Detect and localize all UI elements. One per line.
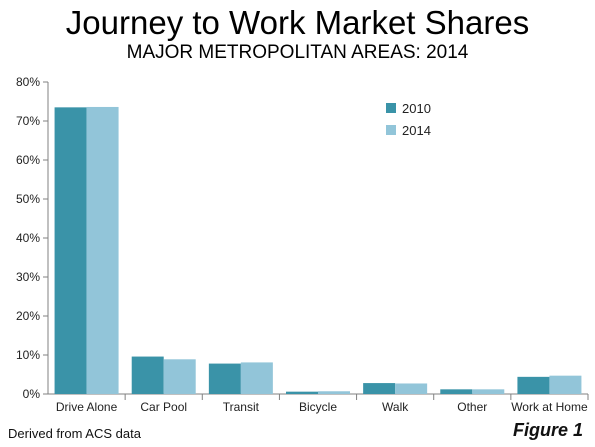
bar-2010 <box>517 376 550 394</box>
bar-2010 <box>131 356 164 394</box>
bar-2014 <box>472 389 505 394</box>
y-tick-label: 20% <box>16 309 40 323</box>
x-tick-label: Bicycle <box>299 400 337 414</box>
y-tick-label: 80% <box>16 75 40 89</box>
bar-2014 <box>163 359 196 394</box>
x-tick-label: Drive Alone <box>56 400 118 414</box>
x-tick-label: Transit <box>223 400 260 414</box>
bar-2010 <box>440 389 473 394</box>
legend-swatch-2014 <box>386 125 396 135</box>
bar-2010 <box>363 383 396 394</box>
legend-label-2014: 2014 <box>402 123 431 138</box>
legend-label-2010: 2010 <box>402 101 431 116</box>
x-tick-label: Other <box>457 400 487 414</box>
y-tick-label: 30% <box>16 270 40 284</box>
x-tick-label: Car Pool <box>140 400 187 414</box>
bar-2010 <box>54 107 87 394</box>
bar-2014 <box>395 383 428 394</box>
bar-2010 <box>208 363 241 394</box>
source-footnote: Derived from ACS data <box>8 426 141 441</box>
figure-label: Figure 1 <box>512 420 583 440</box>
x-tick-label: Work at Home <box>511 400 588 414</box>
y-tick-label: 60% <box>16 153 40 167</box>
bar-2014 <box>86 106 119 395</box>
chart-title: Journey to Work Market Shares <box>65 4 530 41</box>
bar-2014 <box>240 362 273 394</box>
bar-2014 <box>549 375 582 394</box>
bar-2014 <box>318 391 350 394</box>
chart-subtitle: MAJOR METROPOLITAN AREAS: 2014 <box>126 42 469 63</box>
bar-2010 <box>286 391 318 394</box>
legend-swatch-2010 <box>386 103 396 113</box>
y-tick-label: 40% <box>16 231 40 245</box>
y-tick-label: 10% <box>16 348 40 362</box>
y-tick-label: 0% <box>23 387 41 401</box>
x-tick-label: Walk <box>382 400 409 414</box>
y-tick-label: 50% <box>16 192 40 206</box>
y-tick-label: 70% <box>16 114 40 128</box>
